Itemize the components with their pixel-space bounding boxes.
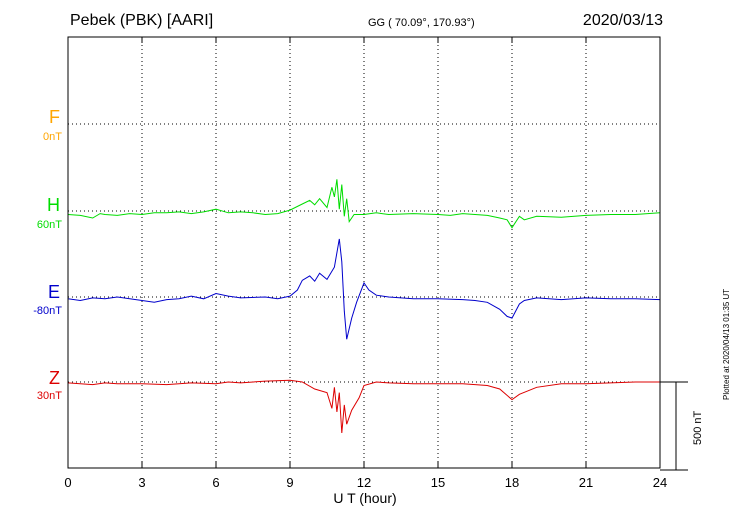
series-line-e	[67, 238, 661, 340]
grid-lines	[68, 37, 660, 468]
channel-f-label: F	[49, 107, 60, 127]
station-title: Pebek (PBK) [AARI]	[70, 12, 214, 29]
x-tick-label: 21	[579, 475, 593, 490]
x-axis-title: U T (hour)	[333, 490, 397, 506]
x-tick-label: 12	[357, 475, 371, 490]
channel-z-baseline: 30nT	[36, 390, 62, 402]
x-tick-label: 15	[431, 475, 445, 490]
channel-e-label: E	[47, 282, 60, 302]
plot-date: 2020/03/13	[582, 12, 663, 29]
x-tick-label: 3	[138, 475, 145, 490]
series-line-h	[67, 179, 661, 229]
series-layer	[67, 179, 661, 434]
channel-h-label: H	[47, 195, 60, 215]
x-tick-label: 0	[64, 475, 71, 490]
x-tick-label: 24	[653, 475, 667, 490]
channel-z-label: Z	[49, 368, 60, 388]
x-tick-label: 9	[286, 475, 293, 490]
plotted-at-note: Plotted at 2020/04/13 01:35 UT	[722, 288, 730, 400]
scale-bar	[660, 381, 688, 471]
channel-e-baseline: -80nT	[33, 305, 62, 317]
x-tick-label: 6	[212, 475, 219, 490]
scale-bar-label: 500 nT	[692, 410, 704, 445]
channel-f-baseline: 0nT	[43, 131, 62, 143]
geographic-coords: GG ( 70.09°, 170.93°)	[368, 17, 475, 29]
x-axis-ticks: 0 3 6 9 12 15 18 21 24	[64, 37, 667, 490]
channel-h-baseline: 60nT	[36, 219, 62, 231]
x-tick-label: 18	[505, 475, 519, 490]
series-line-z	[67, 379, 660, 434]
